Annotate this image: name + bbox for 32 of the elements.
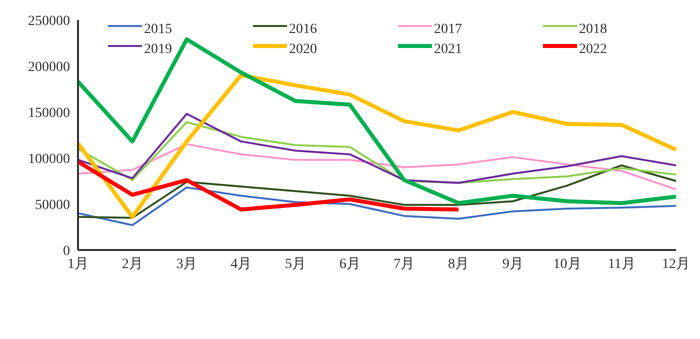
line-series bbox=[77, 143, 677, 190]
line-series bbox=[76, 73, 678, 219]
y-tick-label: 50000 bbox=[35, 198, 70, 213]
y-tick-label: 200000 bbox=[28, 60, 70, 75]
legend-label: 2016 bbox=[289, 22, 317, 38]
x-tick-label: 5月 bbox=[284, 256, 306, 272]
legend-label: 2017 bbox=[434, 22, 462, 38]
line-series bbox=[77, 186, 677, 226]
x-tick-label: 11月 bbox=[608, 256, 636, 272]
legend-label: 2019 bbox=[144, 42, 172, 58]
x-tick-label: 12月 bbox=[662, 256, 690, 272]
x-tick-label: 4月 bbox=[230, 256, 252, 272]
x-tick-label: 6月 bbox=[339, 256, 360, 272]
line-series bbox=[77, 164, 677, 219]
legend-label: 2018 bbox=[579, 22, 607, 38]
x-tick-label: 7月 bbox=[394, 256, 415, 272]
legend-label: 2015 bbox=[144, 22, 172, 38]
legend-label: 2021 bbox=[434, 42, 462, 58]
y-tick-label: 250000 bbox=[28, 14, 70, 29]
legend-label: 2020 bbox=[289, 42, 317, 58]
x-tick-label: 9月 bbox=[502, 256, 524, 272]
x-tick-label: 10月 bbox=[553, 256, 582, 272]
x-tick-label: 2月 bbox=[122, 256, 143, 272]
y-tick-label: 100000 bbox=[28, 152, 70, 167]
x-tick-label: 3月 bbox=[176, 256, 198, 272]
y-tick-label: 0 bbox=[63, 244, 70, 259]
x-tick-label: 1月 bbox=[68, 256, 88, 272]
line-series bbox=[76, 37, 678, 206]
line-series bbox=[76, 160, 461, 212]
x-tick-label: 8月 bbox=[448, 256, 470, 272]
y-tick-label: 150000 bbox=[28, 106, 70, 121]
legend-label: 2022 bbox=[579, 42, 607, 58]
